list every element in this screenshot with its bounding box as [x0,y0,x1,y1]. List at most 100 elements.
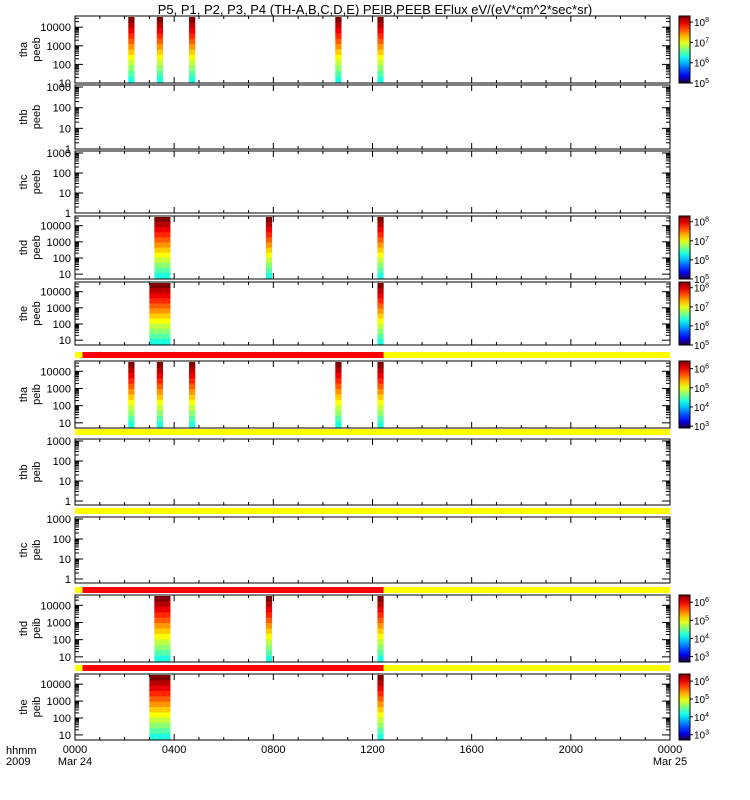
x-tick-label: 2000 [559,744,583,756]
data-strip [377,685,384,692]
data-strip [265,596,273,603]
data-strip [377,612,384,619]
data-strip [335,399,342,406]
panel-probe-label: tha [18,41,30,57]
data-strip [377,696,384,703]
colorbar-label: 107 [694,302,709,314]
data-strip [377,247,384,254]
data-strip [377,333,384,340]
data-strip [149,338,171,345]
data-strip [377,410,384,417]
colorbar [678,673,691,741]
y-tick-label: 10 [59,78,71,90]
status-bar-segment [82,587,384,593]
x-axis-corner-label-time: hhmm [6,745,37,757]
data-strip [189,22,196,29]
data-strip [377,717,384,724]
y-tick-label: 1000 [47,82,71,94]
data-strip [377,227,384,233]
data-strip [377,60,384,67]
data-strip [154,606,171,613]
data-strip [128,22,135,29]
y-tick-label: 1 [65,208,71,220]
colorbar-label: 106 [694,255,709,267]
data-strip [149,323,171,330]
data-strip [156,54,164,61]
data-strip [377,623,384,630]
data-strip [128,394,135,401]
data-strip [154,612,171,619]
y-tick-label: 1000 [47,383,71,395]
data-strip [189,372,196,379]
data-strip [154,237,171,244]
data-strip [189,378,196,385]
panel-probe-label: the [18,306,30,321]
data-strip [377,313,384,320]
data-strip [128,71,135,78]
data-strip [377,38,384,45]
data-strip [265,262,273,269]
data-strip [335,71,342,78]
data-strip [128,405,135,412]
colorbar-label: 106 [694,321,709,333]
y-tick-label: 10000 [40,221,71,233]
status-bar-segment [82,352,384,358]
y-tick-label: 10 [59,335,71,347]
data-strip [189,54,196,61]
data-strip [265,252,273,259]
data-strip [377,372,384,379]
data-strip [377,628,384,635]
data-strip [335,38,342,45]
data-strip [149,707,171,713]
data-strip [377,383,384,390]
data-strip [149,723,171,729]
data-strip [265,227,273,233]
colorbar-label: 103 [694,730,709,742]
data-strip [156,367,164,374]
data-strip [154,639,171,646]
data-strip [377,303,384,310]
data-strip [154,232,171,238]
y-tick-label: 10 [59,652,71,664]
data-strip [377,17,384,24]
data-strip [189,27,196,34]
data-strip [335,383,342,390]
y-tick-label: 10 [59,188,71,200]
data-strip [189,65,196,72]
data-strip [128,362,135,369]
data-strip [156,38,164,45]
data-strip [156,17,164,24]
data-strip [265,612,273,619]
data-strip [335,49,342,56]
data-strip [128,367,135,374]
data-strip [156,378,164,385]
x-date-label: Mar 25 [653,756,687,768]
data-strip [154,267,171,274]
data-strip [154,272,171,279]
colorbar-label: 107 [694,37,709,49]
data-strip [149,303,171,310]
data-strip [189,49,196,56]
data-strip [128,60,135,67]
data-strip [156,383,164,390]
data-strip [156,22,164,29]
data-strip [265,606,273,613]
data-strip [335,27,342,34]
data-strip [154,633,171,640]
data-strip [377,378,384,385]
data-strip [149,308,171,315]
colorbar-label: 103 [694,652,709,664]
data-strip [128,27,135,34]
panel-instrument-label: peib [31,697,43,718]
data-strip [377,644,384,651]
y-tick-label: 10 [59,730,71,742]
data-strip [377,288,384,294]
data-strip [377,680,384,687]
colorbar-label: 107 [694,236,709,248]
y-tick-label: 1 [65,144,71,156]
y-tick-label: 100 [53,319,71,331]
data-strip [149,712,171,719]
colorbar-label: 108 [694,17,709,29]
data-strip [265,633,273,640]
